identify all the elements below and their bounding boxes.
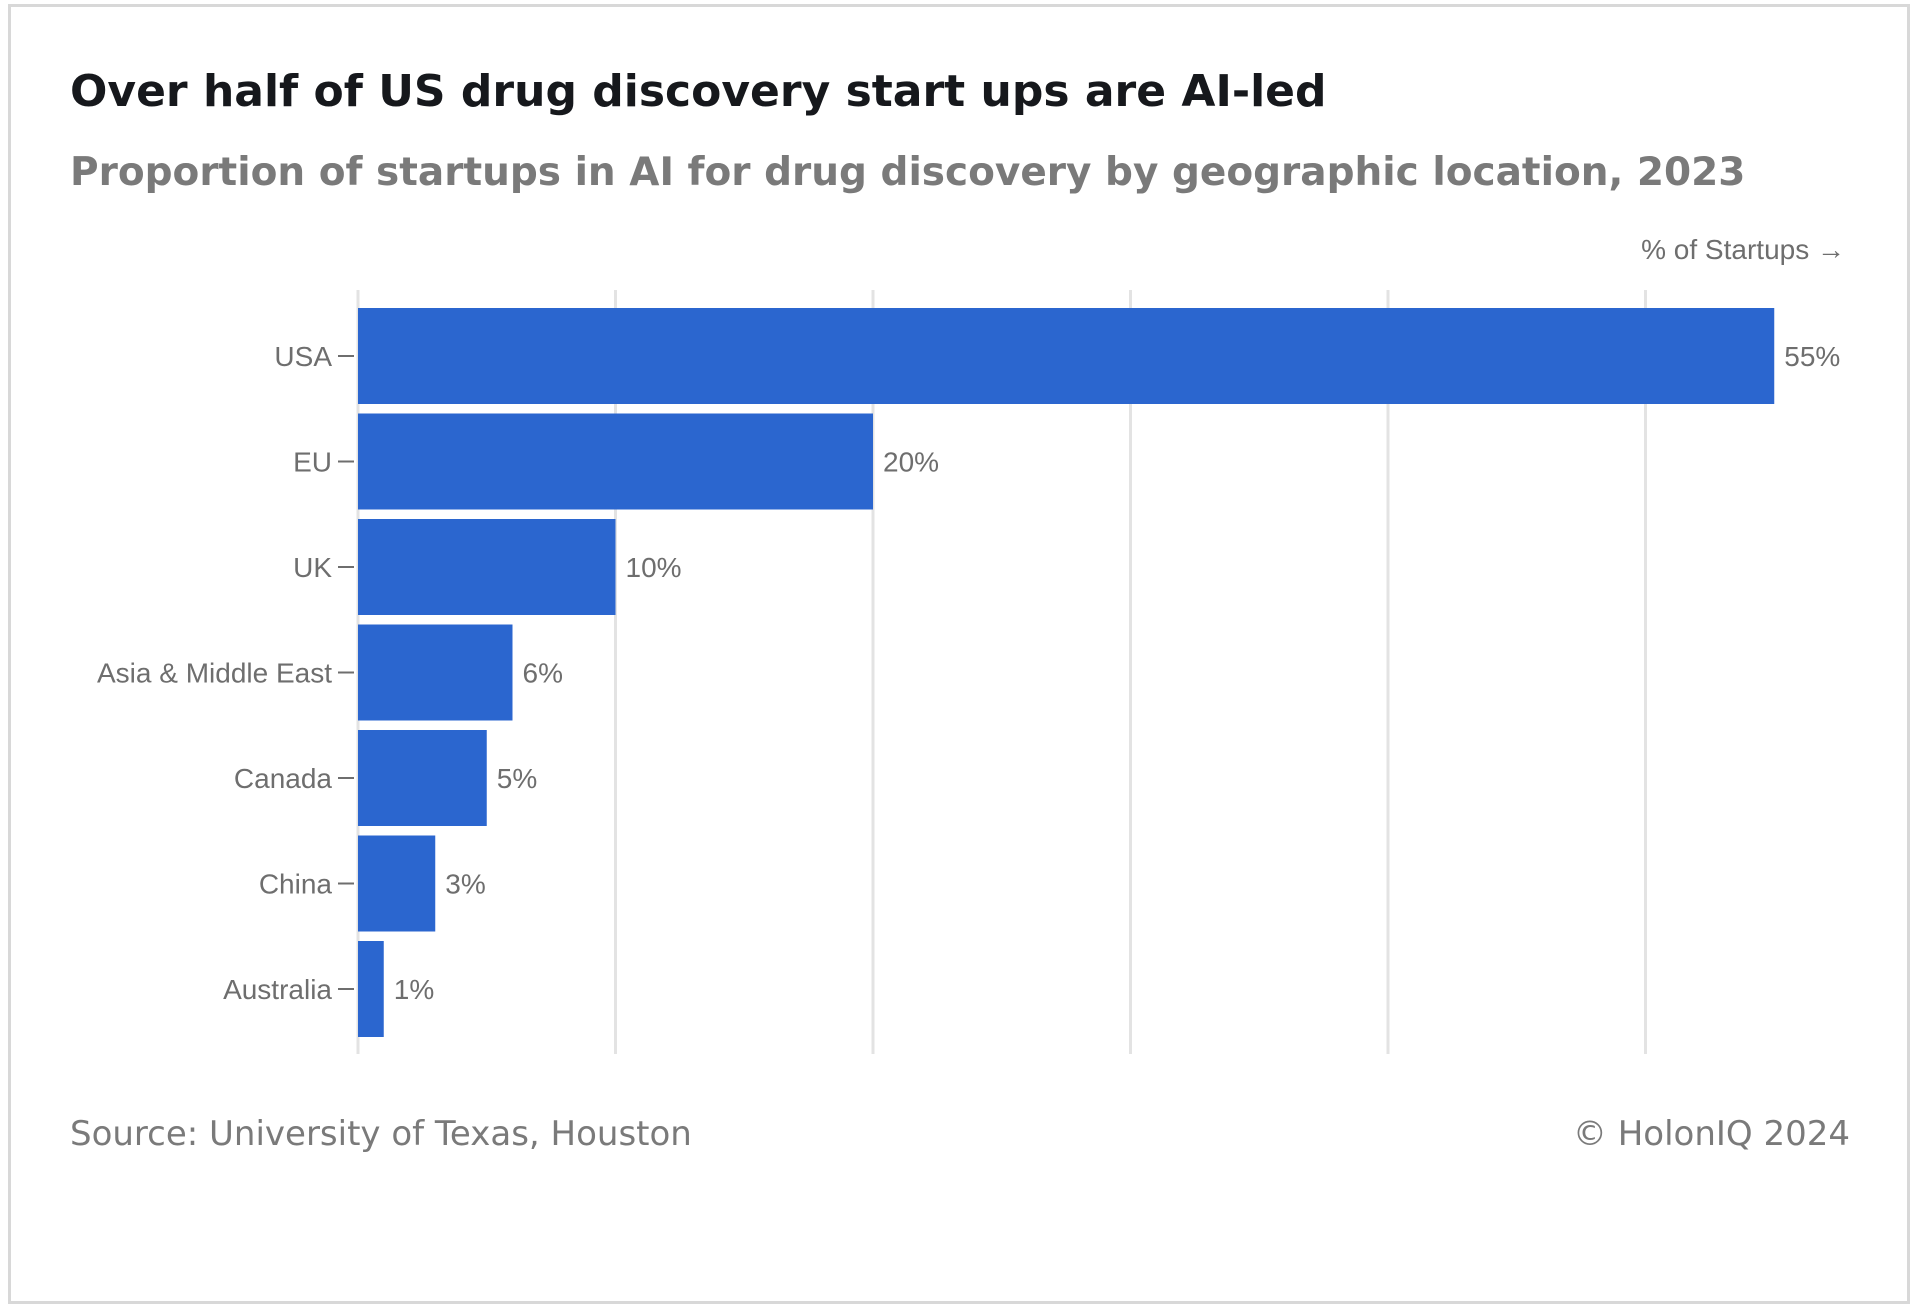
chart-card bbox=[8, 4, 1910, 1304]
y-tick-label: Canada bbox=[234, 763, 333, 794]
bar bbox=[358, 413, 873, 510]
bar bbox=[358, 624, 513, 721]
chart-subtitle: Proportion of startups in AI for drug di… bbox=[70, 150, 1746, 195]
data-label: 6% bbox=[523, 658, 563, 689]
data-label: 5% bbox=[497, 763, 537, 794]
chart-title: Over half of US drug discovery start ups… bbox=[70, 66, 1327, 117]
data-label: 10% bbox=[626, 552, 682, 583]
data-label: 3% bbox=[445, 869, 485, 900]
source-note: Source: University of Texas, Houston bbox=[70, 1114, 692, 1154]
y-tick-label: UK bbox=[293, 552, 332, 583]
bar bbox=[358, 941, 384, 1037]
bar bbox=[358, 519, 616, 615]
data-label: 55% bbox=[1784, 341, 1840, 372]
copyright-note: © HolonIQ 2024 bbox=[1572, 1114, 1850, 1154]
y-tick-label: Australia bbox=[223, 974, 332, 1005]
y-tick-label: Asia & Middle East bbox=[97, 658, 332, 689]
y-tick-label: EU bbox=[293, 447, 332, 478]
y-tick-label: China bbox=[259, 869, 333, 900]
bar bbox=[358, 730, 487, 826]
data-label: 20% bbox=[883, 447, 939, 478]
x-axis-title: % of Startups → bbox=[1641, 234, 1845, 265]
data-label: 1% bbox=[394, 974, 434, 1005]
bar bbox=[358, 308, 1775, 404]
y-tick-label: USA bbox=[274, 341, 332, 372]
labels: USA 55% EU 20% UK 10% Asia & Middle East 6% Cana… bbox=[97, 341, 1840, 1005]
bar bbox=[358, 835, 436, 932]
bars bbox=[358, 308, 1775, 1037]
